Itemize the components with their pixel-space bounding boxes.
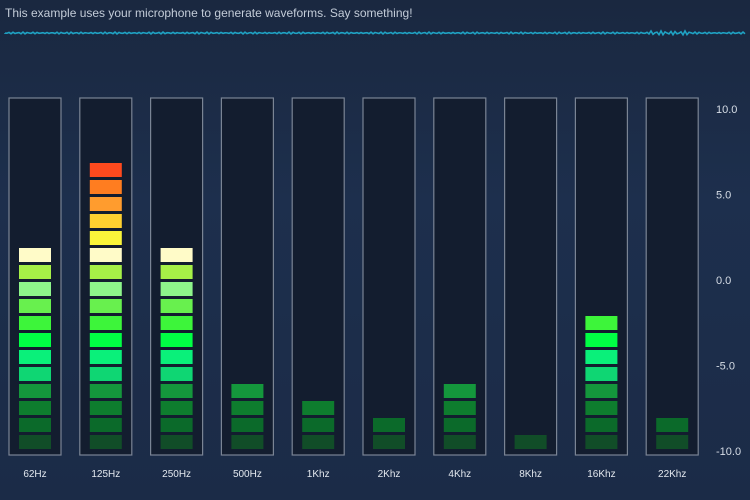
bar-segment-125Hz-3 [89,384,122,398]
bar-segment-1Khz-1 [302,418,335,432]
category-label-8Khz: 8Khz [519,469,542,480]
bar-segment-4Khz-2 [443,401,476,415]
bar-segment-62Hz-11 [19,248,51,262]
y-tick-label: 10.0 [716,104,737,116]
bar-segment-125Hz-0 [89,435,122,449]
bar-segment-4Khz-1 [443,418,476,432]
bar-segment-250Hz-7 [160,316,193,330]
bar-segment-16Khz-5 [585,350,618,364]
bar-segment-2Khz-1 [373,418,405,432]
bar-segment-62Hz-3 [19,384,51,398]
bar-segment-62Hz-8 [19,299,51,313]
bar-segment-125Hz-13 [89,214,122,228]
y-tick-label: -5.0 [716,361,735,373]
bar-segment-4Khz-3 [443,384,476,398]
bar-segment-125Hz-14 [89,197,122,211]
y-tick-label: -10.0 [716,446,741,458]
bar-segment-62Hz-9 [19,282,51,296]
bar-segment-500Hz-0 [231,435,264,449]
bar-segment-125Hz-7 [89,316,122,330]
bar-segment-250Hz-10 [160,265,193,279]
bar-segment-62Hz-1 [19,418,51,432]
bar-segment-62Hz-5 [19,350,51,364]
bar-segment-500Hz-1 [231,418,264,432]
bar-segment-125Hz-9 [89,282,122,296]
bar-segment-250Hz-5 [160,350,193,364]
category-label-1Khz: 1Khz [307,469,330,480]
bar-segment-250Hz-3 [160,384,193,398]
bar-segment-16Khz-4 [585,367,618,381]
category-label-125Hz: 125Hz [91,469,120,480]
bar-frame-1Khz [291,97,345,456]
category-label-250Hz: 250Hz [162,469,191,480]
bar-frame-22Khz [645,97,699,456]
category-label-16Khz: 16Khz [587,469,615,480]
bar-segment-62Hz-6 [19,333,51,347]
bar-segment-250Hz-11 [160,248,193,262]
bar-segment-22Khz-0 [656,435,689,449]
bar-segment-125Hz-5 [89,350,122,364]
bar-segment-250Hz-0 [160,435,193,449]
bar-segment-250Hz-9 [160,282,193,296]
bar-frame-8Khz [504,97,558,456]
bar-segment-250Hz-6 [160,333,193,347]
bar-segment-16Khz-2 [585,401,618,415]
bar-segment-16Khz-7 [585,316,618,330]
bar-segment-125Hz-11 [89,248,122,262]
bar-segment-62Hz-4 [19,367,51,381]
bar-segment-16Khz-1 [585,418,618,432]
bar-segment-250Hz-8 [160,299,193,313]
bar-segment-125Hz-1 [89,418,122,432]
bar-segment-250Hz-1 [160,418,193,432]
bar-segment-62Hz-7 [19,316,51,330]
category-label-2Khz: 2Khz [378,469,401,480]
bar-segment-125Hz-8 [89,299,122,313]
bar-segment-2Khz-0 [373,435,405,449]
bar-segment-8Khz-0 [514,435,547,449]
bar-segment-125Hz-12 [89,231,122,245]
bar-segment-62Hz-2 [19,401,51,415]
instruction-text: This example uses your microphone to gen… [5,6,413,20]
bar-segment-125Hz-15 [89,180,122,194]
bar-segment-16Khz-0 [585,435,618,449]
bar-segment-125Hz-16 [89,163,122,177]
bar-segment-62Hz-0 [19,435,51,449]
bar-segment-22Khz-1 [656,418,689,432]
bar-segment-500Hz-3 [231,384,264,398]
category-label-62Hz: 62Hz [23,469,46,480]
bar-segment-1Khz-2 [302,401,335,415]
category-label-500Hz: 500Hz [233,469,262,480]
y-tick-label: 0.0 [716,275,731,287]
bar-frame-2Khz [362,97,416,456]
bar-segment-500Hz-2 [231,401,264,415]
waveform-line [4,29,746,37]
bar-segment-125Hz-2 [89,401,122,415]
bar-segment-16Khz-6 [585,333,618,347]
y-tick-label: 5.0 [716,190,731,202]
bar-segment-250Hz-2 [160,401,193,415]
bar-segment-125Hz-4 [89,367,122,381]
bar-segment-62Hz-10 [19,265,51,279]
bar-segment-125Hz-6 [89,333,122,347]
bar-segment-250Hz-4 [160,367,193,381]
bar-segment-125Hz-10 [89,265,122,279]
category-label-4Khz: 4Khz [448,469,471,480]
bar-segment-4Khz-0 [443,435,476,449]
bar-segment-16Khz-3 [585,384,618,398]
bar-segment-1Khz-0 [302,435,335,449]
category-label-22Khz: 22Khz [658,469,686,480]
